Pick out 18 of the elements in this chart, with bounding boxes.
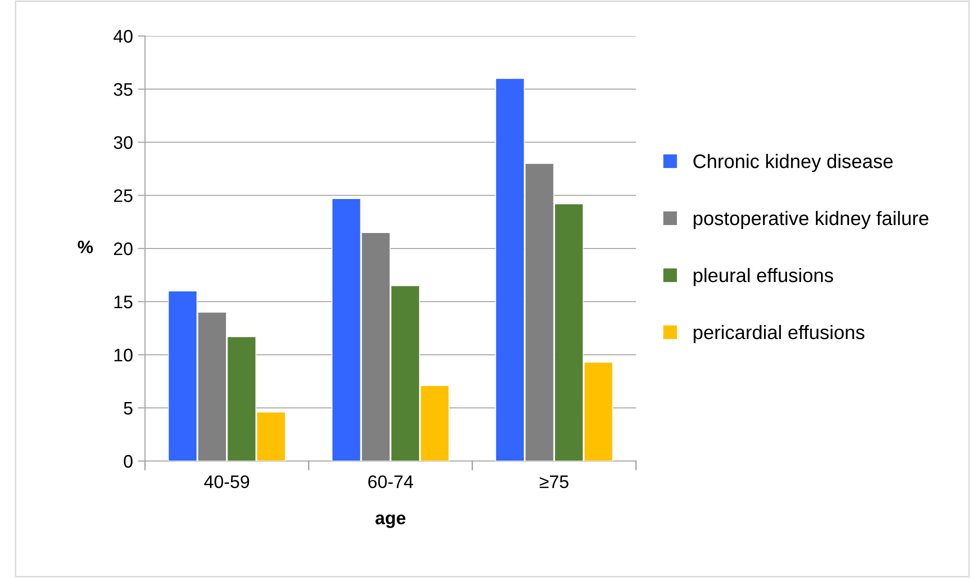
legend-label: postoperative kidney failure — [694, 210, 928, 230]
y-tick-label: 35 — [114, 83, 132, 96]
y-tick-label: 30 — [114, 136, 132, 149]
x-tick-label: 60-74 — [368, 475, 414, 488]
y-axis-title: % — [78, 240, 93, 254]
y-tick-label: 0 — [124, 454, 132, 468]
y-tick-label: 10 — [114, 348, 132, 362]
y-tick-label: 15 — [114, 296, 132, 308]
y-tick-label: 5 — [124, 402, 132, 415]
legend-label: pleural effusions — [694, 268, 834, 286]
x-tick-label: 40-59 — [204, 475, 250, 488]
legend-label: pericardial effusions — [694, 324, 864, 344]
y-tick-label: 20 — [114, 242, 132, 256]
y-tick-label: 40 — [114, 30, 132, 43]
x-axis-title: age — [375, 514, 406, 528]
legend-label: Chronic kidney disease — [693, 154, 893, 172]
y-tick-label: 25 — [114, 189, 132, 202]
x-tick-label: ≥75 — [540, 476, 568, 488]
